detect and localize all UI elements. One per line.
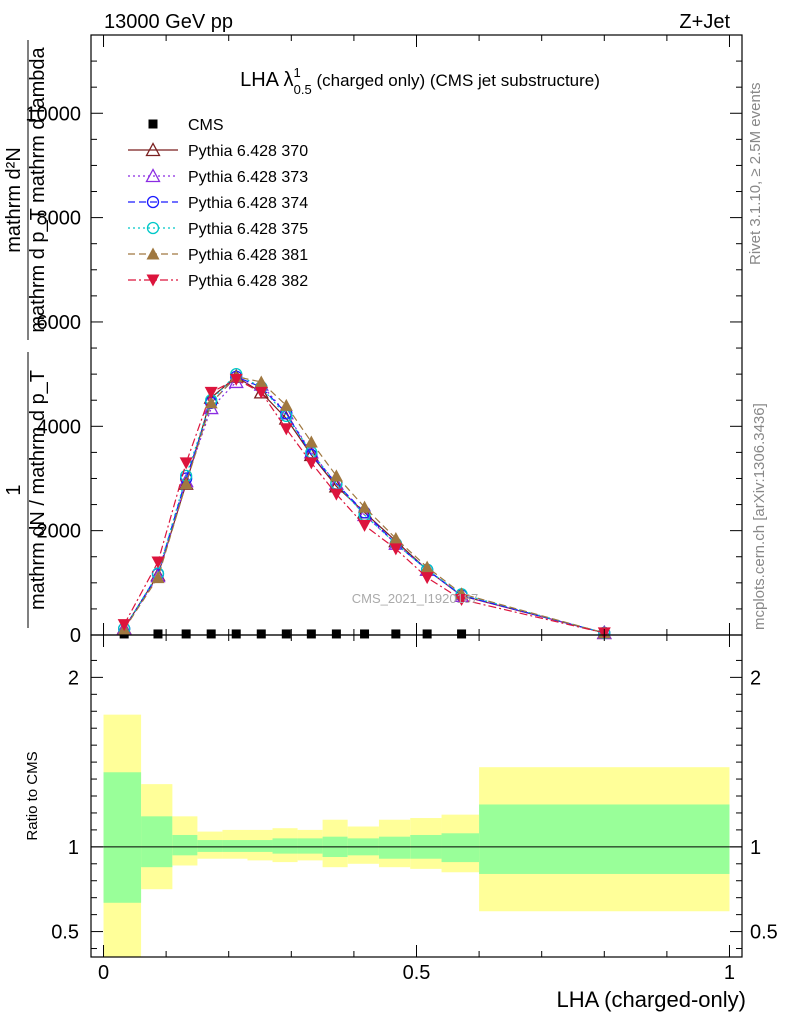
- ylabel-denominator: mathrm d p_T mathrm d lambda: [27, 46, 49, 332]
- series-6-point-8: [329, 488, 343, 501]
- ratio-band-inner-6: [272, 838, 298, 854]
- ratio-band-inner-7: [297, 838, 323, 854]
- series-6-point-2: [179, 457, 193, 470]
- series-6-point-6: [279, 423, 293, 436]
- ratio-band-inner-5: [247, 840, 273, 852]
- legend-label-1: Pythia 6.428 370: [188, 143, 308, 160]
- series-0-point-9: [360, 629, 370, 639]
- ratio-ytick-label-0: 0.5: [51, 922, 79, 944]
- series-5-point-1: [151, 571, 165, 584]
- series-6-point-7: [304, 457, 318, 470]
- ratio-band-inner-1: [141, 816, 173, 868]
- ylabel-prefix: 1: [3, 484, 25, 495]
- series-0-point-1: [153, 629, 163, 639]
- main-ytick-label-3: 6000: [37, 312, 82, 334]
- legend-label-4: Pythia 6.428 375: [188, 221, 308, 238]
- legend: CMS Pythia 6.428 370 Pythia 6.428 373 Pythi…: [128, 117, 308, 290]
- xtick-label-2: 1: [724, 962, 735, 984]
- series-0-point-3: [206, 629, 216, 639]
- ratio-panel: 0.5 0.5 1 1 2 2 Ratio to CMS 0 0.5 1: [24, 35, 778, 984]
- legend-marker-5: [146, 247, 160, 260]
- ratio-ylabel: Ratio to CMS: [24, 751, 41, 840]
- series-0-point-10: [391, 629, 401, 639]
- ratio-ytick-label-2: 2: [68, 667, 79, 689]
- mcplots-label: mcplots.cern.ch [arXiv:1306.3436]: [751, 403, 768, 630]
- series-0: [119, 629, 467, 639]
- main-ytick-label-2: 4000: [37, 416, 82, 438]
- series-5-point-9: [358, 500, 372, 513]
- series-6: [117, 373, 611, 640]
- series-0-point-11: [422, 629, 432, 639]
- legend-marker-3: [146, 195, 160, 209]
- ratio-band-inner-3: [197, 840, 223, 852]
- ratio-band-inner-2: [172, 834, 198, 856]
- x-axis-label: LHA (charged-only): [556, 987, 746, 1012]
- ratio-band-inner-10: [378, 836, 411, 859]
- watermark: CMS_2021_I1920187: [352, 591, 479, 606]
- xtick-label-1: 0.5: [403, 962, 431, 984]
- ratio-ytick-label-right-2: 2: [750, 667, 761, 689]
- series-6-point-3: [204, 386, 218, 399]
- ratio-band-inner-12: [441, 833, 480, 863]
- main-ytick-label-0: 0: [70, 625, 81, 647]
- rivet-label: Rivet 3.1.10, ≥ 2.5M events: [747, 83, 764, 266]
- series-5: [117, 370, 611, 639]
- legend-label-6: Pythia 6.428 382: [188, 273, 308, 290]
- series-0-point-5: [256, 629, 266, 639]
- ratio-band-inner-4: [222, 840, 248, 852]
- legend-label-0: CMS: [188, 117, 224, 134]
- series-0-point-12: [457, 629, 467, 639]
- ratio-band-inner-13: [479, 804, 730, 874]
- series-5-point-2: [179, 477, 193, 490]
- series-line-2: [123, 381, 605, 634]
- ratio-band-inner-0: [103, 772, 142, 903]
- series-6-point-5: [254, 386, 268, 399]
- xtick-label-0: 0: [98, 962, 109, 984]
- header-left: 13000 GeV pp: [104, 11, 233, 33]
- ylabel-prefix-den: mathrm dN / mathrm d p_T: [27, 370, 49, 610]
- legend-marker-6: [146, 274, 160, 287]
- main-ylabel: 1 mathrm dN / mathrm d p_T mathrm d²N mathr…: [3, 40, 49, 628]
- series-0-point-7: [306, 629, 316, 639]
- series-5-point-3: [204, 396, 218, 409]
- ratio-ytick-label-right-1: 1: [750, 837, 761, 859]
- series-5-point-10: [389, 531, 403, 544]
- series-5-point-8: [329, 469, 343, 482]
- series-6-point-10: [389, 543, 403, 556]
- main-ytick-label-5: 10000: [25, 103, 81, 125]
- main-ytick-label-1: 2000: [37, 521, 82, 543]
- legend-label-3: Pythia 6.428 374: [188, 195, 308, 212]
- series-0-point-6: [281, 629, 291, 639]
- series-6-point-11: [420, 572, 434, 585]
- legend-marker-2: [145, 168, 161, 183]
- series-6-point-12: [455, 594, 469, 607]
- legend-marker-1: [145, 142, 161, 157]
- main-ytick-label-4: 8000: [37, 208, 82, 230]
- main-title: LHA λ1 0.5 (charged only) (CMS jet substr…: [240, 65, 600, 97]
- series-5-point-7: [304, 435, 318, 448]
- legend-label-2: Pythia 6.428 373: [188, 169, 308, 186]
- ylabel-numerator: mathrm d²N: [3, 147, 25, 253]
- series-6-point-1: [151, 556, 165, 569]
- series-5-point-11: [420, 560, 434, 573]
- series-0-point-2: [181, 629, 191, 639]
- legend-label-5: Pythia 6.428 381: [188, 247, 308, 264]
- series-6-point-9: [358, 519, 372, 532]
- series-0-point-8: [331, 629, 341, 639]
- series-6-point-0: [117, 619, 131, 632]
- series-line-4: [123, 373, 605, 634]
- ratio-ytick-label-1: 1: [68, 837, 79, 859]
- series-0-point-4: [231, 629, 241, 639]
- legend-marker-0: [148, 119, 158, 129]
- series-5-point-6: [279, 398, 293, 411]
- series-6-point-4: [229, 373, 243, 386]
- header-right: Z+Jet: [679, 11, 730, 33]
- series-5-point-5: [254, 375, 268, 388]
- legend-marker-4: [146, 221, 160, 235]
- ratio-ytick-label-right-0: 0.5: [750, 922, 778, 944]
